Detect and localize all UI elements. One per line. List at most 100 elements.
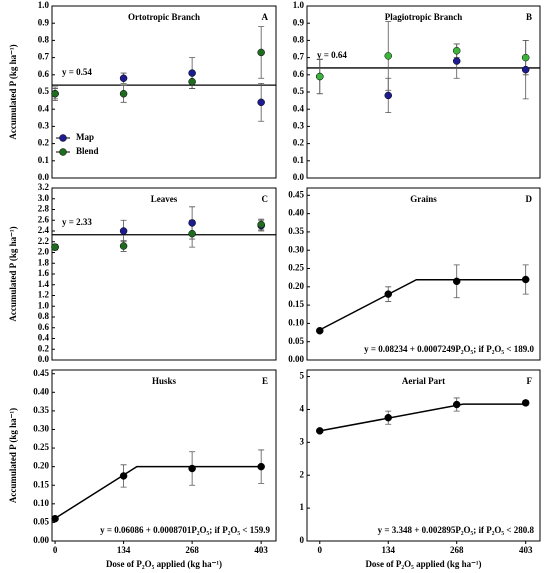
data-point [384, 413, 392, 422]
y-tick-label: 0.10 [33, 498, 49, 508]
data-point [188, 77, 196, 86]
data-point [119, 472, 128, 480]
panel-title: Aerial Part [402, 376, 445, 386]
y-tick-label: 0.0 [38, 172, 50, 182]
fit-line [54, 465, 262, 520]
x-tick-label: 134 [381, 545, 395, 555]
panel-label: B [526, 12, 532, 22]
data-point [257, 98, 265, 107]
y-tick-label: 2.4 [38, 225, 50, 235]
y-tick-label: 0.4 [293, 103, 305, 113]
legend-label: Map [76, 132, 94, 142]
x-tick-label: 268 [450, 545, 464, 555]
y-tick-label: 0.2 [38, 138, 50, 148]
data-point [119, 227, 128, 235]
y-tick-label: 1.0 [38, 0, 50, 10]
y-tick-label: 0.2 [38, 343, 50, 353]
x-axis-label: Dose of P₂O₅ applied (kg ha⁻¹) [365, 559, 481, 569]
data-point [316, 427, 324, 435]
y-tick-label: 0.45 [288, 189, 304, 199]
panel-label: E [262, 376, 268, 386]
fit-label: y = 2.33 [62, 217, 92, 227]
y-tick-label: 0.6 [38, 322, 50, 332]
panel-label: F [527, 376, 533, 386]
data-point [257, 220, 265, 229]
y-tick-label: 0.45 [33, 368, 49, 378]
y-tick-label: 0.15 [33, 479, 49, 489]
data-point [51, 243, 59, 251]
x-tick-label: 134 [117, 545, 131, 555]
y-tick-label: 0.9 [38, 17, 50, 27]
y-tick-label: 2 [300, 469, 305, 479]
y-tick-label: 0.8 [38, 311, 50, 321]
y-axis-label: Accumulated P (kg ha⁻¹) [8, 408, 18, 503]
y-tick-label: 0.6 [293, 69, 305, 79]
y-tick-label: 2.6 [38, 214, 50, 224]
y-tick-label: 5 [300, 371, 305, 381]
y-tick-label: 0.6 [38, 69, 50, 79]
y-tick-label: 0.30 [33, 424, 49, 434]
data-point [119, 89, 128, 98]
legend-marker [59, 134, 67, 142]
x-axis-label: Dose of P₂O₅ applied (kg ha⁻¹) [106, 559, 222, 569]
y-tick-label: 0.35 [33, 405, 49, 415]
panel-title: Leaves [151, 194, 178, 204]
y-axis-label: Accumulated P (kg ha⁻¹) [8, 44, 18, 139]
y-tick-label: 0.25 [288, 263, 304, 273]
y-tick-label: 0.5 [293, 86, 305, 96]
fit-equation: y = 0.08234 + 0.0007249P₂O₅; if P₂O₅ < 1… [364, 344, 534, 354]
y-tick-label: 0.8 [293, 34, 305, 44]
y-tick-label: 0.3 [38, 120, 50, 130]
y-tick-label: 0.35 [288, 226, 304, 236]
x-tick-label: 0 [53, 545, 58, 555]
data-point [188, 229, 196, 238]
data-point [384, 290, 392, 298]
panel-label: C [262, 194, 269, 204]
y-tick-label: 0.40 [33, 386, 49, 396]
y-tick-label: 0.3 [293, 120, 305, 130]
y-tick-label: 0.7 [38, 52, 50, 62]
y-tick-label: 0.20 [33, 461, 49, 471]
panel-label: D [526, 194, 533, 204]
y-tick-label: 0.05 [33, 516, 49, 526]
panel-title: Ortotropic Branch [128, 12, 200, 22]
y-tick-label: 1.4 [38, 279, 50, 289]
data-point [188, 69, 196, 77]
y-tick-label: 2.8 [38, 204, 50, 214]
panel-frame [306, 187, 541, 361]
fit-line [319, 403, 526, 432]
data-point [521, 275, 530, 284]
data-point [188, 464, 196, 473]
data-point [521, 53, 530, 62]
y-tick-label: 0.05 [288, 336, 304, 346]
y-tick-label: 4 [300, 404, 305, 414]
data-point [521, 399, 530, 407]
y-tick-label: 0.2 [293, 138, 305, 148]
fit-label: y = 0.64 [317, 50, 347, 60]
legend-marker [59, 148, 67, 156]
y-tick-label: 0.20 [288, 281, 304, 291]
data-point [257, 462, 265, 471]
y-tick-label: 0.9 [293, 17, 305, 27]
y-tick-label: 0.4 [38, 103, 50, 113]
panel-title: Husks [152, 376, 177, 386]
x-tick-label: 268 [185, 545, 199, 555]
y-tick-label: 0.10 [288, 317, 304, 327]
data-point [51, 89, 59, 98]
y-tick-label: 0.00 [33, 535, 49, 545]
fit-equation: y = 3.348 + 0.002895P₂O₅; if P₂O₅ < 280.… [378, 525, 535, 535]
y-tick-label: 0.25 [33, 442, 49, 452]
data-point [257, 48, 265, 57]
y-tick-label: 0.0 [293, 172, 305, 182]
y-tick-label: 0.7 [293, 52, 305, 62]
panel-frame [306, 369, 541, 542]
data-point [452, 400, 461, 409]
y-tick-label: 3.2 [38, 182, 50, 192]
y-tick-label: 1.0 [293, 0, 305, 10]
panel-frame [51, 187, 277, 361]
data-point [384, 52, 392, 60]
panel-frame [51, 369, 277, 542]
data-point [51, 514, 59, 523]
y-tick-label: 1 [300, 502, 305, 512]
data-point [119, 74, 128, 82]
